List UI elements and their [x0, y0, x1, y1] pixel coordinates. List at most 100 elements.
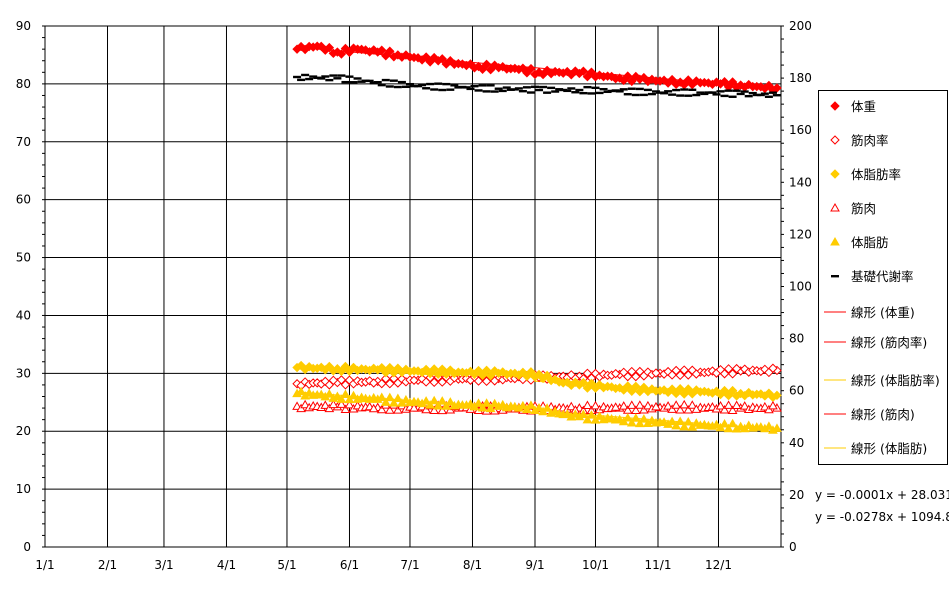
data-point	[719, 405, 730, 414]
data-point	[317, 77, 326, 80]
data-point	[711, 77, 722, 87]
data-point	[489, 398, 500, 408]
data-point	[623, 381, 633, 391]
legend-label: 筋肉率	[851, 133, 889, 148]
data-point	[502, 86, 511, 89]
data-point	[482, 90, 491, 93]
right-tick-label: 100	[789, 280, 812, 294]
data-point	[667, 416, 677, 426]
legend-label: 体脂肪率	[851, 167, 902, 182]
data-point	[719, 385, 730, 396]
data-point	[562, 409, 573, 418]
data-point	[631, 371, 641, 382]
data-point	[357, 80, 366, 83]
data-point	[627, 87, 636, 90]
right-tick-label: 200	[789, 19, 812, 33]
data-point	[368, 403, 379, 413]
data-point	[727, 418, 738, 428]
series-体脂肪	[292, 386, 782, 434]
legend-label: 体脂肪	[851, 235, 889, 250]
legend-symbol-icon	[823, 235, 847, 249]
data-point	[489, 60, 500, 70]
chart-axes	[42, 25, 784, 548]
series-体脂肪率	[292, 360, 782, 403]
left-tick-label: 0	[23, 540, 31, 554]
data-point	[688, 88, 697, 91]
data-point	[676, 94, 685, 97]
data-point	[522, 404, 532, 414]
data-point	[687, 400, 698, 409]
data-point	[671, 388, 681, 399]
legend-marker	[830, 169, 840, 179]
data-point	[550, 66, 560, 77]
data-point	[683, 384, 693, 394]
data-point	[462, 86, 471, 89]
data-point	[711, 419, 722, 429]
data-point	[623, 93, 632, 96]
data-point	[328, 375, 339, 386]
data-point	[543, 91, 552, 94]
data-point	[571, 91, 580, 94]
data-point	[575, 88, 584, 92]
data-point	[340, 389, 351, 399]
data-point	[449, 368, 460, 379]
data-point	[570, 409, 581, 418]
data-point	[610, 73, 621, 84]
legend-symbol-icon	[823, 407, 847, 421]
data-point	[337, 74, 346, 77]
data-point	[336, 375, 347, 385]
data-point	[539, 85, 548, 89]
data-point	[381, 373, 391, 384]
data-point	[348, 43, 359, 53]
left-tick-label: 20	[16, 424, 31, 438]
data-point	[672, 88, 681, 92]
data-point	[626, 418, 637, 427]
left-tick-label: 30	[16, 366, 31, 380]
data-point	[478, 84, 487, 87]
data-point	[477, 64, 488, 74]
data-point	[429, 395, 440, 405]
data-point	[454, 86, 463, 89]
x-tick-label: 12/1	[705, 558, 732, 572]
data-point	[510, 88, 519, 91]
data-point	[309, 75, 318, 78]
data-point	[583, 85, 592, 89]
data-point	[430, 88, 439, 91]
data-point	[683, 370, 693, 380]
right-tick-label: 160	[789, 123, 812, 137]
data-point	[518, 400, 528, 410]
data-point	[623, 71, 633, 81]
data-point	[582, 414, 593, 424]
right-tick-label: 40	[789, 436, 804, 450]
data-point	[671, 400, 682, 409]
data-point	[324, 389, 335, 398]
data-point	[723, 423, 734, 433]
data-point	[700, 92, 709, 96]
data-point	[490, 90, 499, 93]
data-point	[336, 394, 347, 403]
data-point	[328, 48, 339, 59]
data-point	[473, 376, 484, 386]
data-point	[489, 376, 500, 386]
data-point	[559, 88, 568, 92]
data-point	[663, 401, 673, 410]
data-point	[578, 377, 589, 388]
data-point	[446, 88, 455, 91]
data-point	[563, 89, 572, 93]
data-point	[418, 83, 427, 87]
data-point	[731, 400, 742, 409]
data-point	[434, 82, 443, 85]
data-point	[409, 366, 419, 376]
x-tick-label: 11/1	[645, 558, 672, 572]
data-point	[727, 77, 738, 87]
data-point	[567, 87, 576, 90]
data-point	[760, 92, 769, 95]
legend-symbol-icon	[823, 99, 847, 113]
data-point	[748, 91, 757, 95]
data-point	[731, 391, 742, 401]
data-point	[547, 86, 556, 90]
data-point	[635, 87, 644, 91]
data-point	[651, 386, 661, 396]
data-point	[445, 397, 456, 406]
data-point	[727, 385, 738, 396]
